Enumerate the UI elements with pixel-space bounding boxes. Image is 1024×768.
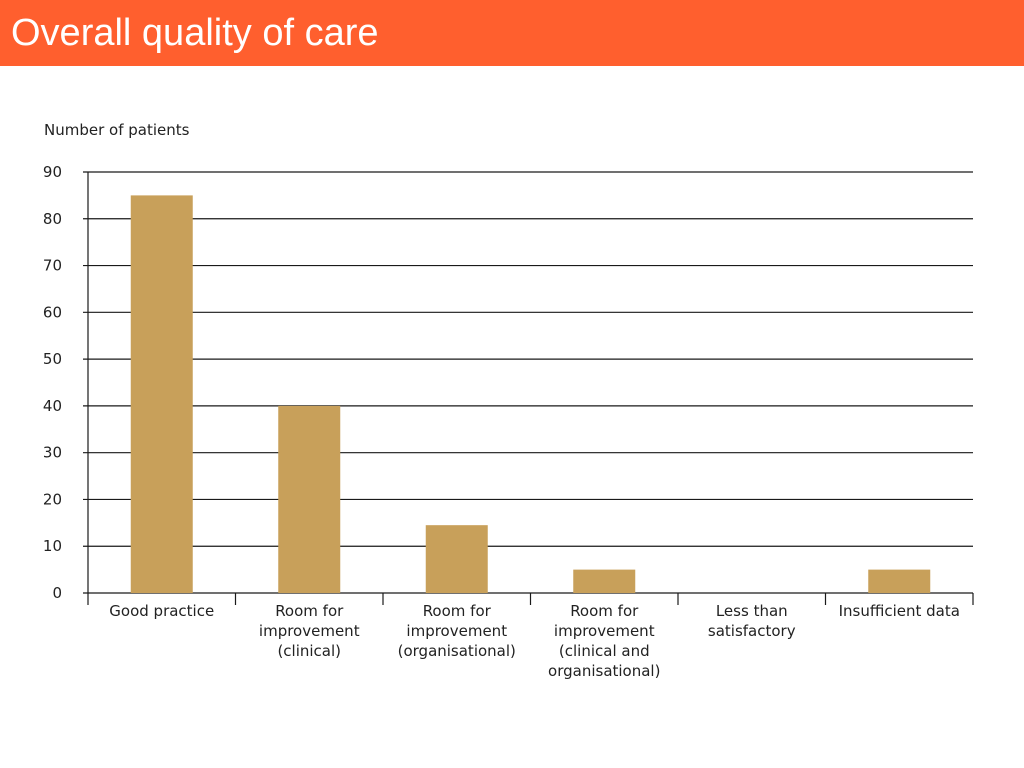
slide-title: Overall quality of care	[11, 12, 379, 54]
gridlines	[83, 171, 973, 594]
x-category-label: Less than satisfactory	[708, 602, 796, 640]
y-tick-label: 50	[43, 350, 62, 368]
y-tick-label: 0	[52, 584, 62, 602]
x-category-label: Room for improvement (clinical and organisa…	[548, 602, 660, 680]
y-tick-label: 70	[43, 257, 62, 275]
y-tick-label: 60	[43, 303, 62, 321]
y-tick-label: 30	[43, 444, 62, 462]
y-tick-label: 90	[43, 163, 62, 181]
x-category-label: Room for improvement (clinical)	[259, 602, 360, 660]
y-tick-label: 20	[43, 490, 62, 508]
x-category-label: Good practice	[109, 602, 214, 620]
x-category-label: Insufficient data	[839, 602, 960, 620]
y-axis-title: Number of patients	[44, 121, 190, 139]
y-tick-label: 10	[43, 537, 62, 555]
x-category-label: Room for improvement (organisational)	[398, 602, 516, 660]
slide-header: Overall quality of care	[0, 0, 1024, 66]
y-tick-label: 40	[43, 397, 62, 415]
bar	[868, 569, 931, 593]
bars	[130, 195, 931, 593]
bar	[425, 525, 488, 593]
y-tick-label: 80	[43, 210, 62, 228]
bar	[573, 569, 636, 593]
axes: 0 10 20 30 40 50 60 70 80 90 Good practice Room for…	[43, 163, 974, 680]
bar	[278, 405, 341, 593]
bar	[130, 195, 193, 593]
